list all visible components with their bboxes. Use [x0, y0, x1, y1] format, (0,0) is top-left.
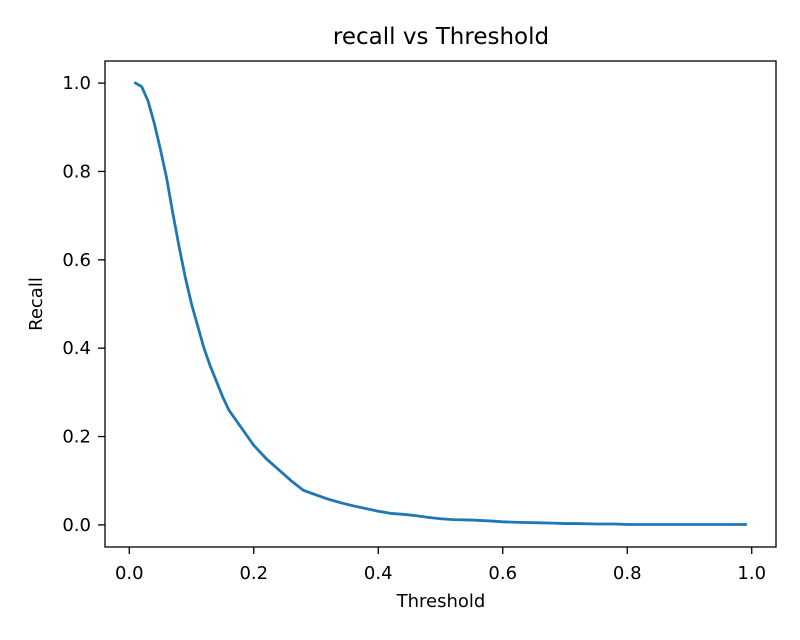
x-tick-label: 0.2 — [239, 563, 268, 584]
y-tick-label: 0.0 — [62, 515, 91, 536]
y-axis-ticks: 0.0 0.2 0.4 0.6 0.8 1.0 — [62, 73, 105, 536]
y-tick-label: 0.6 — [62, 250, 91, 271]
y-tick-label: 0.4 — [62, 338, 91, 359]
x-tick-label: 0.8 — [613, 563, 642, 584]
x-tick-label: 1.0 — [737, 563, 766, 584]
x-axis-label: Threshold — [396, 591, 486, 612]
x-tick-label: 0.0 — [115, 563, 144, 584]
x-axis-ticks: 0.0 0.2 0.4 0.6 0.8 1.0 — [115, 547, 766, 584]
x-tick-label: 0.6 — [488, 563, 517, 584]
y-axis-label: Recall — [26, 277, 47, 331]
plot-frame — [104, 60, 777, 548]
plot-area: 0.0 0.2 0.4 0.6 0.8 1.0 0.0 0.2 0.4 0.6 0.8 1.0 — [62, 60, 777, 584]
y-tick-label: 1.0 — [62, 73, 91, 94]
y-tick-label: 0.8 — [62, 161, 91, 182]
series-layer — [133, 81, 747, 526]
chart-title: recall vs Threshold — [333, 24, 549, 50]
x-tick-label: 0.4 — [364, 563, 393, 584]
y-tick-label: 0.2 — [62, 427, 91, 448]
recall-series-line — [133, 81, 747, 526]
